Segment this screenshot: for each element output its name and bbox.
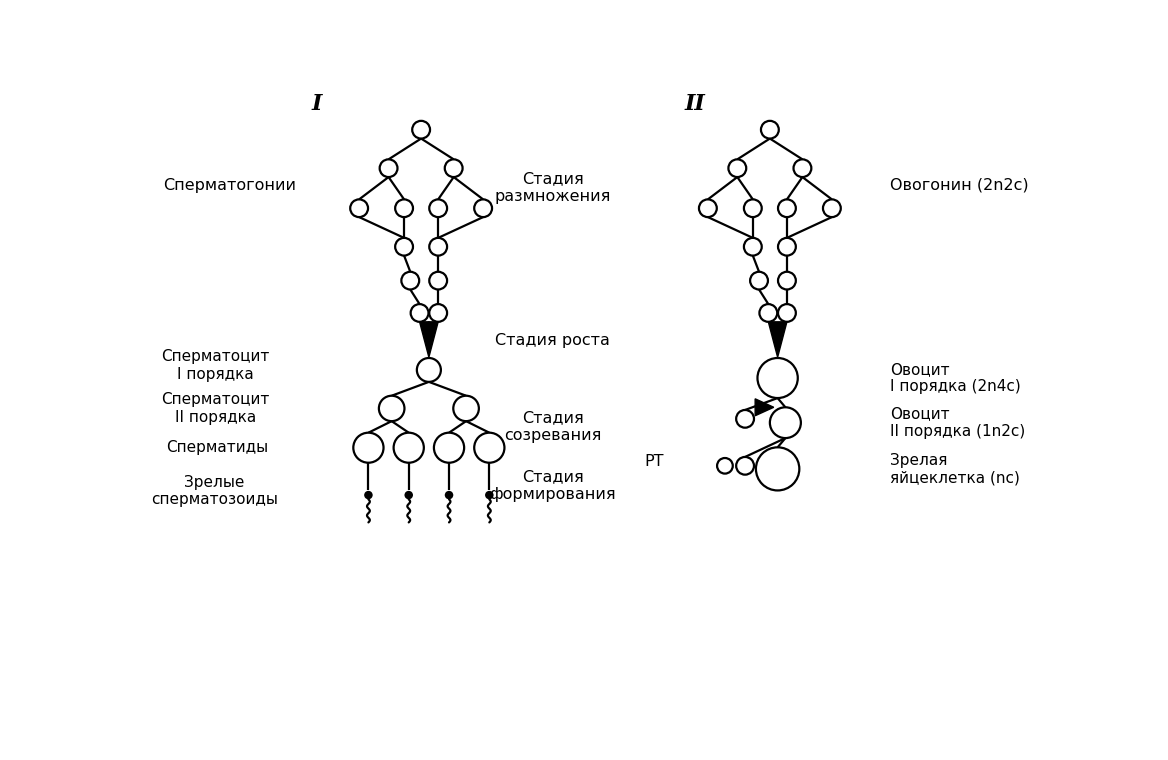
Circle shape — [758, 358, 798, 398]
Text: Стадия
размножения: Стадия размножения — [495, 171, 611, 204]
Circle shape — [717, 458, 732, 473]
Text: II: II — [684, 93, 705, 115]
Circle shape — [411, 304, 429, 321]
Circle shape — [364, 491, 373, 499]
Circle shape — [759, 304, 777, 321]
Circle shape — [744, 238, 762, 255]
Circle shape — [736, 410, 755, 428]
Circle shape — [793, 160, 812, 177]
Circle shape — [762, 121, 779, 138]
Circle shape — [485, 491, 494, 499]
Polygon shape — [419, 321, 438, 357]
Circle shape — [744, 199, 762, 217]
Circle shape — [823, 199, 841, 217]
Circle shape — [756, 448, 799, 490]
Text: Зрелая
яйцеклетка (nc): Зрелая яйцеклетка (nc) — [890, 453, 1020, 485]
Polygon shape — [756, 399, 773, 416]
Text: Овогонин (2n2c): Овогонин (2n2c) — [890, 178, 1029, 192]
Circle shape — [380, 160, 397, 177]
Circle shape — [430, 272, 447, 290]
Circle shape — [430, 304, 447, 321]
Circle shape — [404, 491, 413, 499]
Text: Зрелые
сперматозоиды: Зрелые сперматозоиды — [151, 475, 278, 508]
Circle shape — [378, 396, 404, 421]
Circle shape — [395, 199, 413, 217]
Circle shape — [778, 272, 795, 290]
Circle shape — [778, 304, 795, 321]
Circle shape — [474, 199, 492, 217]
Circle shape — [770, 407, 801, 438]
Text: Сперматоцит
II порядка: Сперматоцит II порядка — [161, 392, 270, 425]
Text: Сперматиды: Сперматиды — [166, 440, 269, 455]
Circle shape — [445, 491, 453, 499]
Circle shape — [434, 432, 464, 463]
Circle shape — [445, 160, 463, 177]
Circle shape — [412, 121, 430, 138]
Polygon shape — [423, 321, 436, 326]
Text: Стадия роста: Стадия роста — [495, 333, 611, 348]
Circle shape — [736, 457, 755, 475]
Circle shape — [402, 272, 419, 290]
Circle shape — [778, 238, 795, 255]
Circle shape — [395, 238, 413, 255]
Text: Стадия
формирования: Стадия формирования — [489, 470, 617, 502]
Text: Стадия
созревания: Стадия созревания — [505, 410, 602, 443]
Circle shape — [350, 199, 368, 217]
Text: Сперматоцит
I порядка: Сперматоцит I порядка — [161, 349, 270, 382]
Text: РТ: РТ — [644, 454, 663, 470]
Circle shape — [430, 238, 447, 255]
Text: Сперматогонии: Сперматогонии — [164, 178, 297, 192]
Circle shape — [750, 272, 767, 290]
Circle shape — [778, 199, 795, 217]
Polygon shape — [769, 321, 787, 357]
Circle shape — [430, 199, 447, 217]
Text: Овоцит
II порядка (1n2c): Овоцит II порядка (1n2c) — [890, 407, 1026, 439]
Circle shape — [394, 432, 424, 463]
Circle shape — [353, 432, 383, 463]
Circle shape — [698, 199, 717, 217]
Circle shape — [474, 432, 505, 463]
Text: Овоцит
I порядка (2n4c): Овоцит I порядка (2n4c) — [890, 362, 1021, 394]
Circle shape — [453, 396, 479, 421]
Circle shape — [417, 358, 440, 382]
Circle shape — [729, 160, 746, 177]
Text: I: I — [312, 93, 321, 115]
